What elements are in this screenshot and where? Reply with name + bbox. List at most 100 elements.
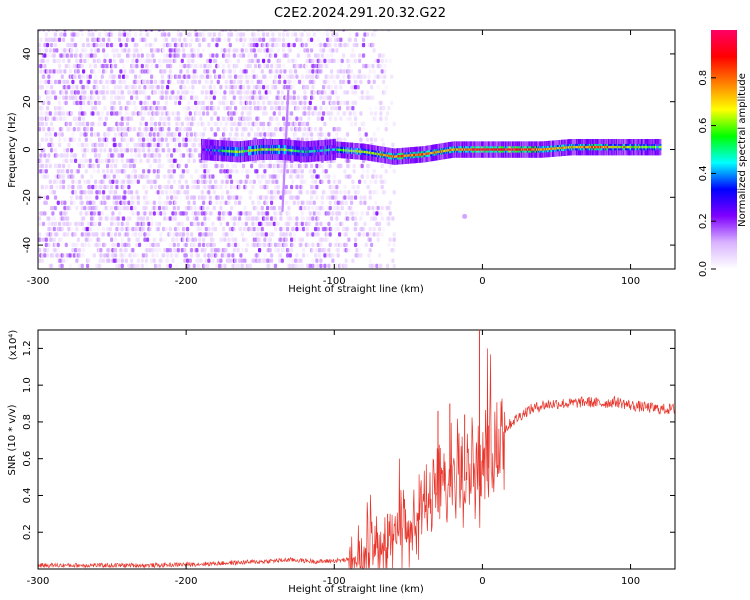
spectrogram-cell [134, 32, 138, 37]
spectrogram-cell [160, 137, 164, 142]
spectrogram-cell [40, 258, 44, 263]
spectrogram-cell [80, 111, 84, 116]
spectrogram-cell [274, 53, 278, 58]
spectrogram-cell [182, 174, 186, 179]
spectrogram-cell [54, 148, 58, 153]
spectrogram-cell [170, 48, 174, 53]
spectrogram-cell [392, 237, 396, 242]
spectrogram-cell [212, 190, 216, 195]
spectrogram-cell [163, 121, 167, 127]
spectrogram-cell [287, 258, 291, 263]
spectrogram-cell [264, 195, 268, 200]
spectrogram-cell [74, 248, 78, 253]
spectrogram-cell [210, 232, 214, 237]
spectrogram-cell [47, 221, 51, 227]
spectrogram-cell [208, 63, 212, 69]
spectrogram-cell [92, 69, 96, 74]
spectrogram-cell [112, 42, 116, 48]
spectrogram-cell [158, 106, 162, 111]
spectrogram-cell [64, 258, 68, 263]
spectrogram-cell [172, 242, 176, 248]
spectrogram-cell [176, 30, 180, 32]
spectrogram-cell [167, 174, 171, 179]
spectrogram-cell [248, 195, 252, 200]
spectrogram-cell [302, 253, 306, 258]
spectrogram-cell [244, 237, 248, 242]
spectrogram-cell [287, 211, 291, 216]
spectrogram-cell [88, 63, 92, 69]
spectrogram-cell [80, 263, 84, 269]
spectrogram-cell [203, 216, 207, 221]
spectrogram-cell [160, 127, 164, 132]
spectrogram-cell [112, 174, 116, 179]
spectrogram-cell [331, 48, 335, 53]
spectrogram-cell [202, 242, 206, 248]
spectrogram-cell [88, 74, 92, 79]
spectrogram-cell [123, 253, 127, 258]
spectrogram-cell [180, 184, 184, 190]
spectrogram-cell [208, 179, 212, 184]
spectrogram-cell [102, 42, 106, 48]
spectrogram-cell [96, 226, 100, 232]
spectrogram-cell [40, 184, 44, 190]
spectrogram-cell [52, 42, 56, 48]
spectrogram-cell [91, 90, 95, 95]
spectrogram-cell [134, 85, 138, 90]
spectrogram-cell [276, 221, 280, 227]
spectrogram-cell [203, 253, 207, 258]
spectrogram-cell [75, 48, 79, 53]
spectrogram-cell [118, 53, 122, 58]
spectrogram-cell [147, 142, 151, 148]
spectrogram-cell [358, 69, 362, 74]
spectrogram-cell [196, 242, 200, 248]
spectrogram-cell [258, 30, 262, 32]
spectrogram-cell [328, 116, 332, 121]
spectrogram-cell [362, 226, 366, 232]
spectrogram-cell [127, 263, 131, 269]
spectrogram-cell [196, 226, 200, 232]
spectrogram-cell [100, 142, 104, 148]
spectrogram-cell [211, 174, 215, 179]
spectrogram-cell [76, 121, 80, 127]
spectrogram-cell [367, 74, 371, 79]
spectrogram-cell [134, 142, 138, 148]
spectrogram-cell [259, 63, 263, 69]
spectrogram-cell [363, 221, 367, 227]
spectrogram-cell [279, 69, 283, 74]
spectrogram-cell [235, 48, 239, 53]
spectrogram-cell [192, 53, 196, 58]
spectrogram-cell [92, 58, 96, 64]
spectrogram-cell [202, 48, 206, 53]
spectrogram-cell [132, 195, 136, 200]
spectrogram-cell [43, 253, 47, 258]
spectrogram-cell [196, 37, 200, 42]
spectrogram-cell [92, 85, 96, 90]
spectrogram-cell [58, 79, 62, 85]
spectrogram-cell [266, 216, 270, 221]
spectrogram-cell [256, 32, 260, 37]
spectrogram-cell [124, 242, 128, 248]
spectrogram-cell [336, 205, 340, 211]
spectrogram-cell [96, 132, 100, 137]
spectrogram-cell [147, 232, 151, 237]
spectrogram-cell [47, 226, 51, 232]
spectrogram-cell [126, 74, 130, 79]
spectrogram-cell [124, 74, 128, 79]
spectrogram-cell [168, 190, 172, 195]
spectrogram-cell [156, 148, 160, 153]
spectrogram-cell [123, 205, 127, 211]
spectrogram-cell [267, 263, 271, 269]
spectrogram-cell [55, 253, 59, 258]
spectrogram-cell [344, 258, 348, 263]
spectrogram-cell [50, 232, 54, 237]
spectrogram-cell [48, 111, 52, 116]
spectrogram-cell [95, 237, 99, 242]
spectrogram-cell [112, 53, 116, 58]
spectrogram-cell [42, 58, 46, 64]
spectrogram-cell [82, 226, 86, 232]
spectrogram-cell [264, 30, 268, 32]
spectrogram-cell [64, 90, 68, 95]
spectrogram-cell [260, 226, 264, 232]
spectrogram-cell [360, 163, 364, 169]
spectrogram-cell [288, 232, 292, 237]
